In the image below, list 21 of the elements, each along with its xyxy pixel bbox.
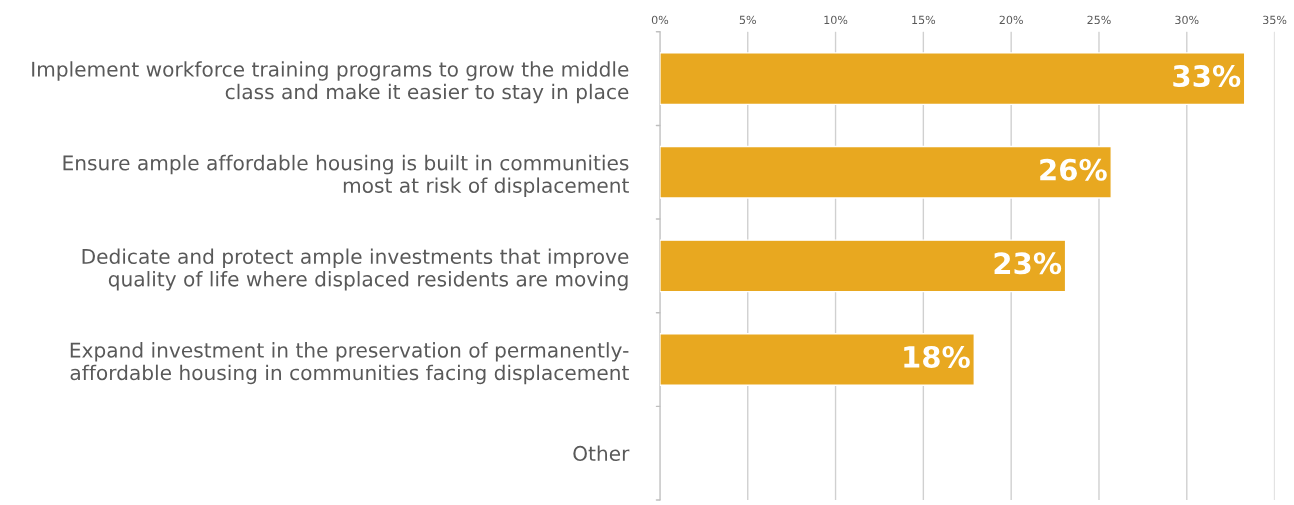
bar — [659, 333, 975, 386]
data-label: 23% — [994, 252, 1062, 275]
x-tick-label: 15% — [912, 15, 936, 25]
x-tick-label: 10% — [824, 15, 848, 25]
bar — [659, 239, 1067, 293]
x-tick-label: 25% — [1087, 15, 1111, 25]
data-label: 18% — [904, 345, 970, 368]
bar — [659, 145, 1112, 199]
bar — [659, 52, 1246, 106]
y-tick-label: Implement workforce training programs to grow the middle class and make it easier to stay in place — [32, 61, 629, 104]
data-label: 26% — [1040, 158, 1107, 181]
y-tick-label: Other — [573, 445, 630, 462]
y-tick-label: Expand investment in the preservation of permanently- affordable housing in communities facing displacement — [70, 342, 629, 385]
y-tick-label: Ensure ample affordable housing is built in communities most at risk of displacement — [63, 154, 629, 197]
y-tick-label: Dedicate and protect ample investments that improve quality of life where displaced residents are moving — [82, 248, 629, 291]
x-tick-label: 35% — [1263, 15, 1287, 25]
x-tick-label: 20% — [999, 15, 1023, 25]
x-tick-label: 5% — [739, 15, 756, 25]
x-tick-label: 30% — [1175, 15, 1199, 25]
data-label: 33% — [1173, 65, 1241, 88]
x-tick-label: 0% — [651, 15, 669, 25]
